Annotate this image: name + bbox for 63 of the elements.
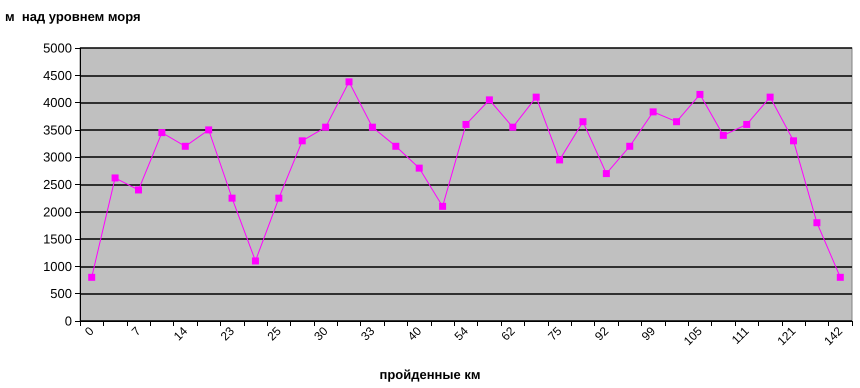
x-axis-title: пройденные км <box>380 367 480 382</box>
x-tick-label: 142 <box>821 324 846 348</box>
y-tick-label: 3000 <box>43 150 72 165</box>
point <box>673 118 680 126</box>
x-tick-label: 105 <box>680 324 706 348</box>
x-tick-label: 99 <box>638 324 658 344</box>
point <box>556 156 564 164</box>
point <box>462 120 470 128</box>
point <box>696 90 704 98</box>
point <box>743 120 750 128</box>
x-tick-label: 30 <box>311 324 331 344</box>
point <box>228 194 236 202</box>
y-tick-label: 1500 <box>43 232 72 247</box>
x-tick-label: 54 <box>452 324 472 344</box>
y-axis-title: м над уровнем моря <box>5 9 141 24</box>
x-tick-label: 40 <box>404 324 424 344</box>
x-tick-label: 14 <box>170 324 190 344</box>
y-tick-label: 2000 <box>43 204 72 220</box>
x-tick-label: 111 <box>728 324 752 347</box>
point <box>346 78 353 86</box>
point <box>486 96 493 104</box>
point <box>134 186 142 194</box>
point <box>720 132 727 139</box>
point <box>416 164 423 172</box>
y-tick-label: 0 <box>64 314 72 328</box>
x-tick-label: 92 <box>592 324 612 344</box>
point <box>626 142 634 150</box>
y-tick-label: 1000 <box>43 258 72 274</box>
x-tick-label: 23 <box>218 324 238 344</box>
x-tick-label: 7 <box>128 324 144 339</box>
point <box>439 202 446 210</box>
x-tick-label: 75 <box>545 324 565 344</box>
point <box>790 137 798 144</box>
point <box>322 124 330 131</box>
x-tick-label: 25 <box>264 324 284 344</box>
y-tick-label: 2500 <box>43 177 72 192</box>
point <box>275 194 282 202</box>
point <box>112 174 119 182</box>
y-tick-label: 5000 <box>43 40 72 56</box>
point <box>298 137 306 144</box>
point <box>650 108 657 116</box>
y-tick-label: 500 <box>50 286 72 302</box>
y-tick-label: 4000 <box>43 95 72 110</box>
point <box>88 274 96 281</box>
point <box>368 124 376 131</box>
x-tick-label: 0 <box>82 324 97 339</box>
point <box>579 118 586 126</box>
point <box>252 257 259 264</box>
point <box>205 126 212 134</box>
y-tick-label: 3500 <box>43 122 72 138</box>
point <box>766 94 774 101</box>
point <box>602 170 610 178</box>
point <box>532 94 540 101</box>
point <box>836 274 844 281</box>
point <box>158 129 166 136</box>
point <box>392 142 400 150</box>
point <box>509 124 516 131</box>
x-tick-label: 121 <box>774 324 799 348</box>
x-tick-label: 62 <box>498 324 518 344</box>
point <box>813 219 820 226</box>
point <box>182 142 189 150</box>
x-tick-label: 33 <box>358 324 378 344</box>
y-tick-label: 4500 <box>43 68 72 83</box>
